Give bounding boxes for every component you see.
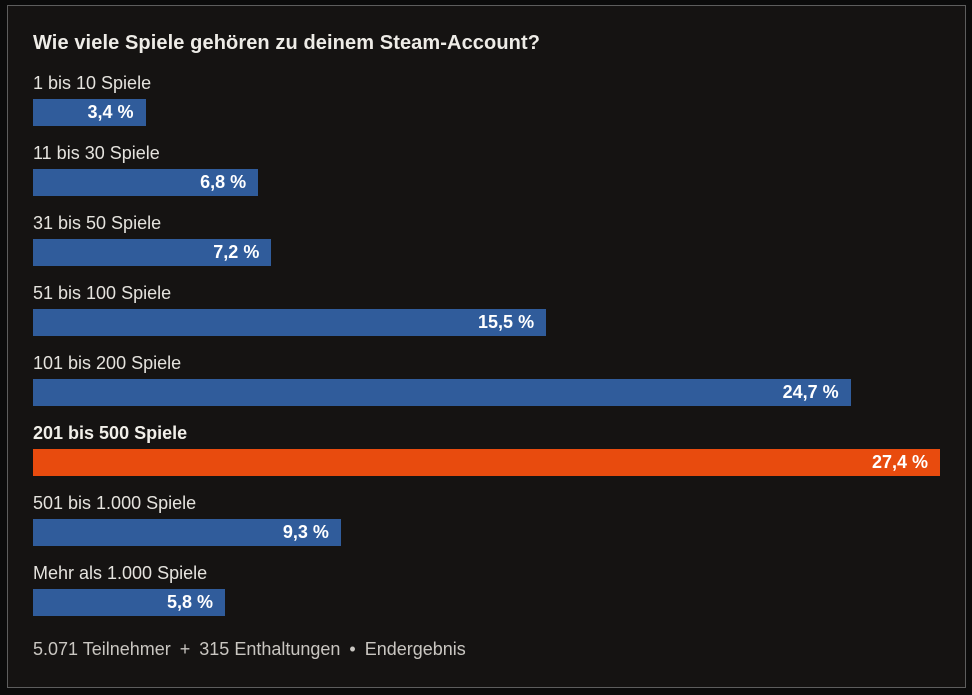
poll-option-label: 11 bis 30 Spiele bbox=[33, 143, 160, 163]
bullet-separator: • bbox=[349, 639, 356, 659]
poll-option-label: 31 bis 50 Spiele bbox=[33, 213, 162, 233]
poll-option-value: 5,8 % bbox=[166, 592, 213, 612]
poll-option-bar: 24,7 % bbox=[33, 379, 851, 406]
participants-count: 5.071 Teilnehmer bbox=[33, 639, 171, 659]
abstentions-count: 315 Enthaltungen bbox=[199, 639, 341, 659]
poll-option-value: 27,4 % bbox=[871, 452, 928, 472]
poll-option-row: 51 bis 100 Spiele 15,5 % bbox=[33, 283, 940, 336]
poll-option-bar: 15,5 % bbox=[33, 309, 547, 336]
poll-question: Wie viele Spiele gehören zu deinem Steam… bbox=[33, 32, 541, 54]
poll-option-row: 201 bis 500 Spiele 27,4 % bbox=[33, 423, 940, 476]
poll-option-bar: 5,8 % bbox=[33, 589, 225, 616]
plus-separator: + bbox=[179, 639, 191, 659]
poll-option-bar: 3,4 % bbox=[33, 99, 146, 126]
poll-option-row: 501 bis 1.000 Spiele 9,3 % bbox=[33, 493, 940, 546]
poll-option-value: 15,5 % bbox=[478, 312, 535, 332]
poll-option-label: 51 bis 100 Spiele bbox=[33, 283, 172, 303]
poll-option-bar: 6,8 % bbox=[33, 169, 259, 196]
poll-option-label: Mehr als 1.000 Spiele bbox=[33, 563, 208, 583]
poll-option-bar: 27,4 % bbox=[33, 449, 940, 476]
poll-footer: 5.071 Teilnehmer + 315 Enthaltungen • En… bbox=[33, 639, 940, 660]
poll-option-value: 24,7 % bbox=[782, 382, 839, 402]
poll-option-row: 31 bis 50 Spiele 7,2 % bbox=[33, 213, 940, 266]
poll-option-value: 6,8 % bbox=[200, 172, 247, 192]
poll-option-row: 101 bis 200 Spiele 24,7 % bbox=[33, 353, 940, 406]
poll-option-value: 7,2 % bbox=[213, 242, 260, 262]
poll-option-row: Mehr als 1.000 Spiele 5,8 % bbox=[33, 563, 940, 616]
poll-results-list: 1 bis 10 Spiele 3,4 % 11 bis 30 Spiele 6… bbox=[33, 73, 940, 616]
result-status: Endergebnis bbox=[364, 639, 466, 659]
poll-option-row: 1 bis 10 Spiele 3,4 % bbox=[33, 73, 940, 126]
poll-option-row: 11 bis 30 Spiele 6,8 % bbox=[33, 143, 940, 196]
poll-option-label: 1 bis 10 Spiele bbox=[33, 73, 152, 93]
poll-option-label: 501 bis 1.000 Spiele bbox=[33, 493, 197, 513]
poll-option-value: 3,4 % bbox=[87, 102, 134, 122]
poll-option-label: 101 bis 200 Spiele bbox=[33, 353, 182, 373]
poll-results-widget: Wie viele Spiele gehören zu deinem Steam… bbox=[7, 5, 966, 688]
poll-option-bar: 7,2 % bbox=[33, 239, 272, 266]
poll-option-label: 201 bis 500 Spiele bbox=[33, 423, 188, 443]
poll-option-bar: 9,3 % bbox=[33, 519, 341, 546]
poll-option-value: 9,3 % bbox=[282, 522, 329, 542]
